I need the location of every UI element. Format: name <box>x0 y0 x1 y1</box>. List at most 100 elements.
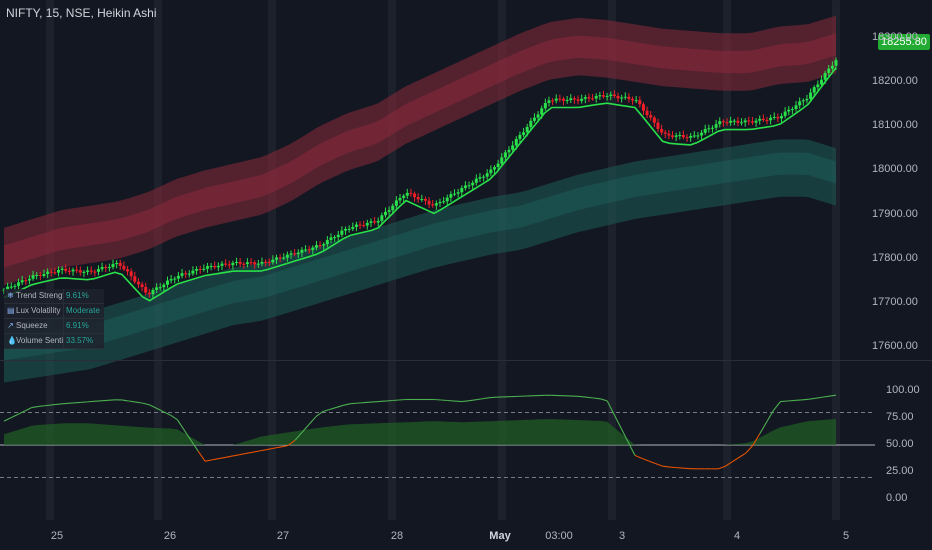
candle-body <box>591 98 595 100</box>
candle-body <box>271 259 275 263</box>
candle-body <box>369 221 373 223</box>
candle-body <box>743 120 747 123</box>
candle-body <box>129 271 133 277</box>
stats-row: ▤Lux Volatility Moderate <box>4 304 104 319</box>
candle-body <box>681 134 685 138</box>
candle-body <box>46 271 50 275</box>
droplet-icon: 💧 <box>7 336 17 345</box>
candle-body <box>282 257 286 259</box>
candle-body <box>278 257 282 259</box>
time-tick-label: 4 <box>733 530 741 542</box>
candle-body <box>104 267 108 269</box>
candle-body <box>285 254 289 258</box>
candle-body <box>205 266 209 269</box>
candle-body <box>394 200 398 206</box>
candle-body <box>707 128 711 130</box>
pane-separator[interactable] <box>0 360 932 361</box>
oscillator-line-segment <box>197 450 206 462</box>
candle-body <box>391 205 395 211</box>
candle-body <box>351 226 355 229</box>
candle-body <box>580 98 584 101</box>
candle-body <box>93 271 97 273</box>
candle-body <box>220 263 224 266</box>
oscillator-line-segment <box>94 400 102 402</box>
candle-body <box>671 135 675 137</box>
candle-body <box>373 221 377 223</box>
candle-body <box>467 185 471 187</box>
candle-body <box>235 261 239 263</box>
candle-body <box>449 194 453 198</box>
oscillator-line-segment <box>447 399 455 402</box>
candle-body <box>344 228 348 231</box>
candle-body <box>514 138 518 146</box>
price-tick-label: 18300.00 <box>872 30 918 43</box>
price-tick-label: 18000.00 <box>872 163 918 176</box>
candle-body <box>307 249 311 251</box>
candle-body <box>365 222 369 226</box>
candle-body <box>572 98 576 100</box>
oscillator-tick-label: 75.00 <box>886 410 914 423</box>
oscillator-line-segment <box>107 399 115 401</box>
oscillator-line-segment <box>475 398 483 401</box>
candle-body <box>176 275 180 279</box>
candle-body <box>692 135 696 137</box>
candle-body <box>827 68 831 74</box>
candle-body <box>787 109 791 112</box>
candle-body <box>543 102 547 109</box>
candle-body <box>6 286 10 290</box>
candle-body <box>340 230 344 235</box>
arrow-icon: ↗ <box>7 321 14 330</box>
oscillator-line-segment <box>73 401 81 404</box>
oscillator-line-segment <box>163 411 171 416</box>
candle-body <box>732 120 736 122</box>
candle-body <box>780 116 784 119</box>
candle-body <box>42 274 46 276</box>
stats-row: ↗ Squeeze 6.91% <box>4 319 104 334</box>
oscillator-line-segment <box>31 405 39 409</box>
candle-body <box>823 73 827 80</box>
oscillator-line-segment <box>787 399 795 402</box>
oscillator-line-segment <box>627 441 636 456</box>
candle-body <box>598 95 602 97</box>
candle-body <box>184 273 188 275</box>
session-separator <box>498 0 506 520</box>
snowflake-icon: ❄ <box>7 291 14 300</box>
chart-title: NIFTY, 15, NSE, Heikin Ashi <box>6 6 157 20</box>
oscillator-line-segment <box>281 444 289 448</box>
trailing-stop-line <box>3 67 837 302</box>
candle-body <box>173 278 177 280</box>
candle-body <box>423 199 427 201</box>
candle-body <box>27 278 31 281</box>
candle-body <box>198 269 202 271</box>
candle-body <box>227 264 231 266</box>
candle-body <box>660 128 664 133</box>
candle-body <box>64 268 68 271</box>
oscillator-line-segment <box>738 452 747 458</box>
candle-body <box>20 280 24 283</box>
session-separator <box>608 0 616 520</box>
stats-row: ❄Trend Strength9.61% <box>4 289 104 304</box>
candle-body <box>765 120 769 122</box>
oscillator-line-segment <box>392 399 400 402</box>
candle-body <box>118 262 122 266</box>
candle-body <box>453 193 457 195</box>
candle-body <box>267 261 271 263</box>
candle-body <box>9 286 13 288</box>
candle-body <box>558 98 562 100</box>
price-tick-label: 18200.00 <box>872 74 918 87</box>
candle-body <box>75 269 79 271</box>
candle-body <box>434 203 438 206</box>
candle-body <box>249 262 253 264</box>
candle-body <box>696 135 700 137</box>
candle-body <box>78 270 82 273</box>
candle-body <box>162 284 166 288</box>
candle-body <box>663 132 667 134</box>
oscillator-line-segment <box>246 451 254 454</box>
candle-body <box>442 201 446 203</box>
candle-body <box>405 192 409 196</box>
oscillator-line-segment <box>10 413 19 419</box>
candle-body <box>736 120 740 123</box>
oscillator-line-segment <box>766 409 775 423</box>
candle-body <box>402 195 406 198</box>
